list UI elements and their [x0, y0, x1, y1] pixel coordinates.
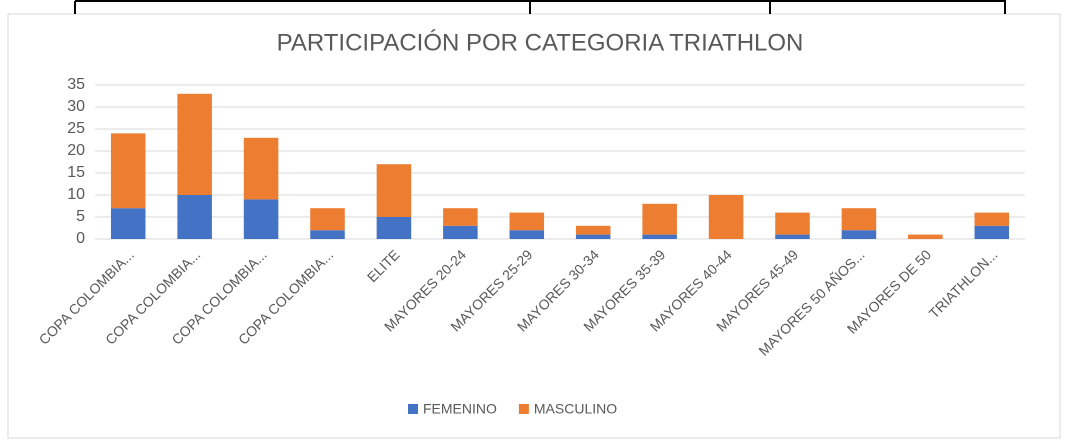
y-tick-label: 5	[76, 208, 85, 225]
bar-segment	[376, 217, 412, 239]
bar-segment	[177, 93, 212, 195]
bar-segment	[974, 225, 1010, 239]
bar-segment	[775, 212, 810, 235]
table-fragment	[74, 0, 1006, 14]
bar-segment	[841, 230, 877, 239]
chart-title: PARTICIPACIÓN POR CATEGORIA TRIATHLON	[277, 29, 804, 56]
y-tick-label: 35	[67, 76, 85, 93]
bar-segment	[775, 234, 810, 239]
bar-segment	[642, 234, 677, 239]
legend-label: FEMENINO	[423, 401, 497, 417]
bar-segment	[575, 234, 611, 239]
bar-segment	[642, 203, 677, 235]
bar-segment	[974, 212, 1010, 226]
y-tick-label: 0	[76, 230, 85, 247]
y-tick-label: 10	[67, 186, 85, 203]
legend-label: MASCULINO	[534, 401, 617, 417]
legend-swatch	[518, 404, 529, 414]
bar-segment	[509, 230, 545, 239]
bar-segment	[243, 137, 279, 200]
bar-segment	[575, 225, 611, 235]
bar-segment	[376, 164, 412, 217]
bar-segment	[443, 208, 478, 226]
y-tick-label: 30	[67, 98, 85, 115]
bar-segment	[310, 208, 345, 231]
y-tick-label: 20	[67, 142, 85, 159]
bar-segment	[110, 133, 146, 209]
y-tick-label: 15	[67, 164, 85, 181]
y-tick-label: 25	[67, 120, 85, 137]
bar-segment	[841, 208, 877, 231]
bar-segment	[708, 195, 744, 239]
bar-segment	[110, 208, 146, 239]
bar-segment	[310, 230, 345, 239]
bar-segment	[243, 199, 279, 239]
legend-swatch	[408, 404, 418, 414]
bar-segment	[443, 225, 478, 239]
bar-segment	[908, 234, 943, 239]
bar-segment	[509, 212, 545, 231]
bar-segment	[177, 195, 212, 239]
